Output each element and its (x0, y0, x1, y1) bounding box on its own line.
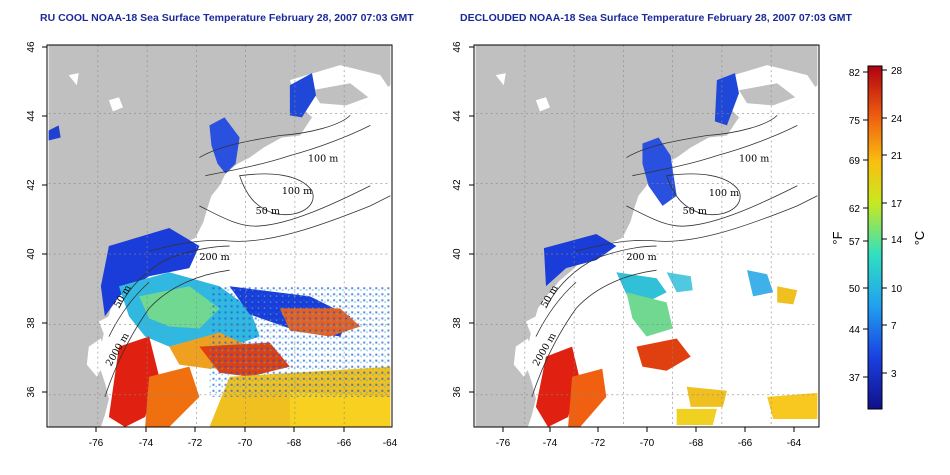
fahrenheit-tick: 69 (849, 156, 861, 167)
fahrenheit-tick: 82 (849, 68, 861, 79)
left-map-panel: 100 m 100 m 50 m 200 m 50 m 2000 m -76 -… (26, 41, 398, 449)
celsius-tick: 10 (891, 284, 903, 295)
lat-tick: 46 (452, 41, 463, 53)
fahrenheit-tick: 62 (849, 204, 861, 215)
sst-patch-shelf-cold (543, 233, 617, 287)
lat-tick: 40 (452, 248, 463, 260)
left-map-frame (46, 44, 393, 428)
contour-label: 100 m (739, 154, 769, 165)
lon-tick: -76 (496, 438, 511, 449)
lon-tick: -76 (89, 438, 104, 449)
lon-tick: -64 (383, 438, 398, 449)
lon-tick: -64 (787, 438, 802, 449)
lat-tick: 46 (26, 41, 37, 53)
fahrenheit-tick: 44 (849, 325, 861, 336)
colorbar-gradient (867, 65, 883, 410)
sst-patch-warm-eddy (636, 338, 691, 371)
right-map-panel: 100 m 100 m 50 m 200 m 50 m 2000 m -76 -… (452, 41, 820, 449)
lat-tick: 42 (26, 179, 37, 191)
colorbar: 82 75 69 62 57 50 44 37 28 24 21 17 14 1… (830, 65, 927, 410)
contour-label: 100 m (282, 186, 312, 197)
celsius-tick: 17 (891, 199, 903, 210)
lon-tick: -66 (337, 438, 352, 449)
sst-patch-gulf-of-maine (209, 117, 240, 174)
sst-patch-bay-of-fundy (714, 73, 739, 126)
lon-tick: -74 (139, 438, 154, 449)
contour-label: 200 m (199, 252, 229, 263)
celsius-axis-label: °C (912, 231, 927, 246)
lon-tick: -72 (591, 438, 606, 449)
contour-label: 50 m (683, 206, 707, 217)
sst-patch-gulf-stream (535, 346, 581, 427)
lat-tick: 44 (452, 110, 463, 122)
sst-patch-shelf-cold (100, 227, 200, 317)
lat-tick: 36 (26, 386, 37, 398)
fahrenheit-tick: 75 (849, 116, 861, 127)
celsius-tick: 3 (891, 369, 897, 380)
fahrenheit-axis-label: °F (830, 231, 845, 244)
lon-tick: -68 (287, 438, 302, 449)
celsius-tick: 28 (891, 66, 903, 77)
celsius-tick: 24 (891, 114, 903, 125)
sst-patch-gulf-of-maine (642, 137, 677, 206)
right-panel-title: DECLOUDED NOAA-18 Sea Surface Temperatur… (460, 12, 852, 24)
celsius-tick: 14 (891, 235, 903, 246)
contour-label: 100 m (308, 154, 338, 165)
fahrenheit-tick: 37 (849, 373, 861, 384)
lat-tick: 38 (452, 317, 463, 329)
lat-tick: 36 (452, 386, 463, 398)
sst-patch-bay-of-fundy (289, 73, 317, 118)
lon-tick: -70 (640, 438, 655, 449)
lon-tick: -66 (738, 438, 753, 449)
lon-tick: -72 (188, 438, 203, 449)
lat-tick: 44 (26, 110, 37, 122)
lat-tick: 42 (452, 179, 463, 191)
lon-tick: -74 (543, 438, 558, 449)
contour-label: 50 m (256, 206, 280, 217)
sst-patch-gulf-stream (108, 336, 160, 427)
contour-label: 100 m (709, 188, 739, 199)
lon-tick: -68 (689, 438, 704, 449)
lat-tick: 40 (26, 248, 37, 260)
lon-tick: -70 (238, 438, 253, 449)
contour-label: 200 m (626, 252, 656, 263)
left-panel-title: RU COOL NOAA-18 Sea Surface Temperature … (40, 12, 414, 24)
lat-tick: 38 (26, 317, 37, 329)
fahrenheit-tick: 57 (849, 237, 861, 248)
celsius-tick: 7 (891, 321, 897, 332)
fahrenheit-tick: 50 (849, 284, 861, 295)
celsius-tick: 21 (891, 151, 903, 162)
